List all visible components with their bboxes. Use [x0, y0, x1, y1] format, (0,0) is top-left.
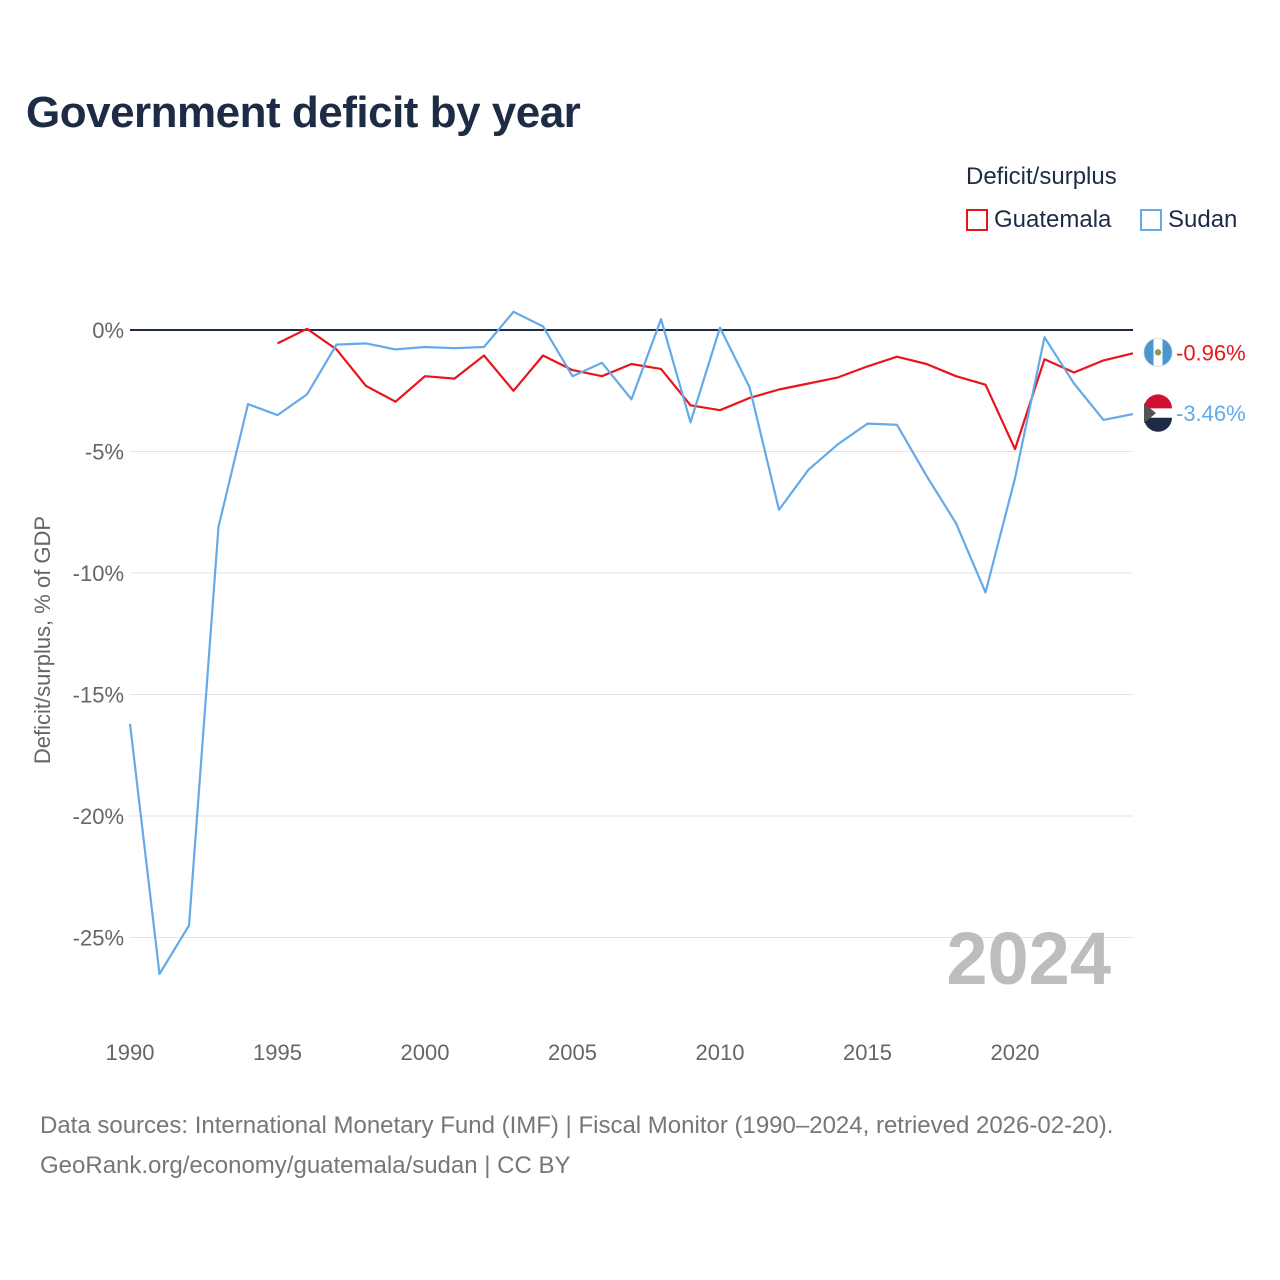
- legend-title: Deficit/surplus: [966, 163, 1117, 190]
- end-marker-sudan: [1144, 394, 1172, 432]
- source-line-1: Data sources: International Monetary Fun…: [40, 1112, 1114, 1139]
- x-tick-label: 2005: [548, 1040, 597, 1065]
- chart-title: Government deficit by year: [26, 88, 581, 137]
- y-tick-label: 0%: [92, 318, 124, 343]
- end-value-label-sudan: -3.46%: [1176, 401, 1246, 426]
- legend-item-guatemala[interactable]: Guatemala: [966, 205, 1111, 235]
- series-end-markers: -0.96% -3.46%: [1143, 337, 1246, 432]
- source-line-2[interactable]: GeoRank.org/economy/guatemala/sudan | CC…: [40, 1152, 571, 1179]
- x-tick-label: 1995: [253, 1040, 302, 1065]
- source-note: Data sources: International Monetary Fun…: [40, 1106, 1113, 1186]
- series-lines: [128, 310, 1134, 976]
- y-axis-title: Deficit/surplus, % of GDP: [30, 516, 55, 764]
- gridlines: [130, 329, 1133, 938]
- flag-stripe-right: [1162, 339, 1172, 366]
- end-value-label-guatemala: -0.96%: [1176, 340, 1246, 365]
- flag-stripe-left: [1144, 339, 1154, 366]
- legend-swatch-sudan: [1140, 209, 1162, 231]
- x-tick-label: 2010: [696, 1040, 745, 1065]
- x-tick-labels: 1990 1995 2000 2005 2010 2015 2020: [106, 1040, 1040, 1065]
- current-year-watermark: 2024: [946, 917, 1111, 1000]
- legend-label-sudan: Sudan: [1168, 206, 1238, 233]
- y-tick-label: -25%: [73, 926, 124, 951]
- flag-stripe-top: [1144, 394, 1172, 409]
- x-tick-label: 2000: [401, 1040, 450, 1065]
- flag-triangle: [1144, 403, 1156, 424]
- legend-label-guatemala: Guatemala: [994, 206, 1112, 233]
- x-tick-label: 2015: [843, 1040, 892, 1065]
- y-tick-labels: 0% -5% -10% -15% -20% -25%: [73, 318, 124, 951]
- y-tick-label: -10%: [73, 561, 124, 586]
- end-marker-guatemala: [1143, 337, 1173, 367]
- series-line-guatemala: [277, 327, 1134, 451]
- x-tick-label: 1990: [106, 1040, 155, 1065]
- y-tick-label: -15%: [73, 683, 124, 708]
- legend-swatch-guatemala: [966, 209, 988, 231]
- legend-item-sudan[interactable]: Sudan: [1140, 205, 1237, 235]
- x-tick-label: 2020: [991, 1040, 1040, 1065]
- y-tick-label: -20%: [73, 804, 124, 829]
- series-line-sudan: [128, 310, 1134, 976]
- flag-stripe-bottom: [1144, 417, 1172, 432]
- y-tick-label: -5%: [85, 440, 124, 465]
- flag-emblem: [1154, 349, 1162, 356]
